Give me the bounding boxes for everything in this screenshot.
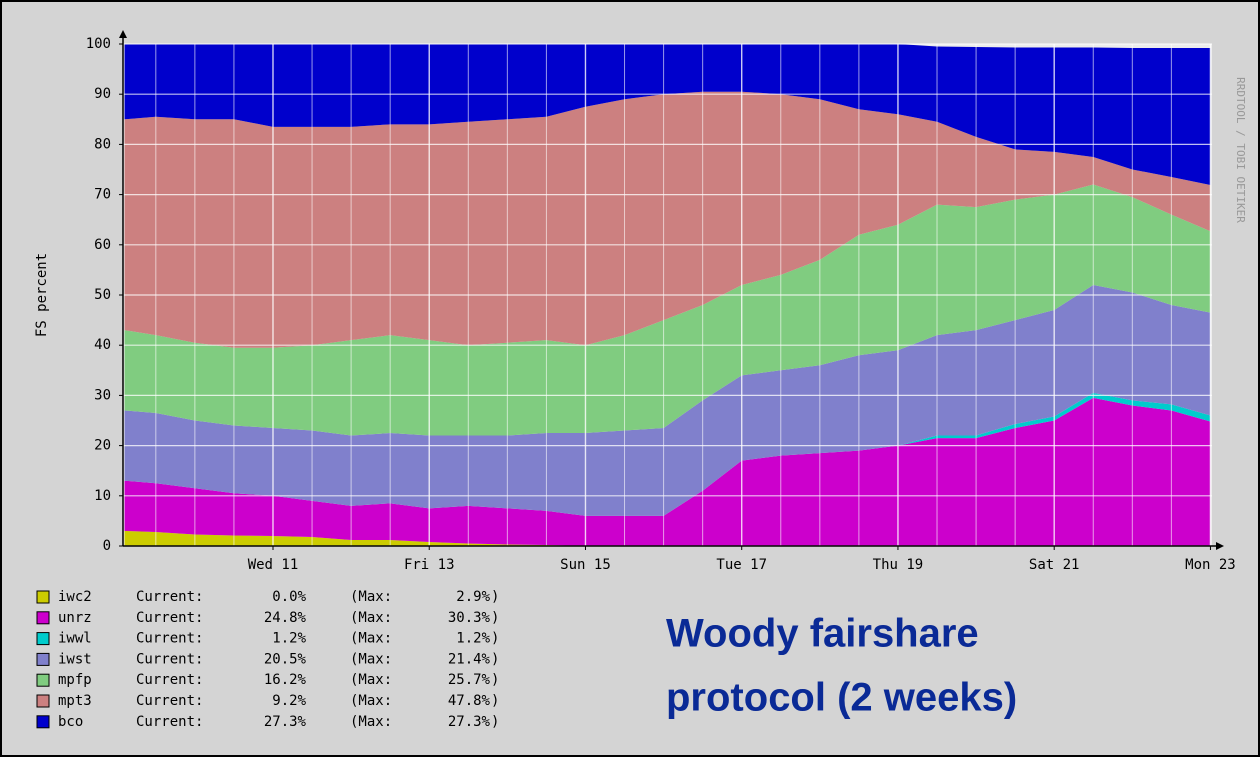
legend-current: 9.2% [272,693,306,709]
legend-name: mpt3 [58,693,92,709]
area [124,530,1211,546]
x-tick-label: Tue 17 [716,557,767,573]
legend-max-label: (Max: [350,651,392,667]
legend-current-label: Current: [136,672,203,688]
legend-name: iwst [58,651,92,667]
legend-swatch [36,673,50,687]
legend-current-label: Current: [136,651,203,667]
legend-swatch [36,715,50,729]
legend-max-label: (Max: [350,610,392,626]
x-tick-label: Mon 23 [1185,557,1236,573]
y-tick-label: 10 [94,488,111,504]
legend-name: bco [58,714,83,730]
x-axis-arrow [1216,542,1224,550]
watermark: RRDTOOL / TOBI OETIKER [1234,77,1247,223]
legend-current: 20.5% [264,651,307,667]
legend-max: 47.8% [448,693,491,709]
legend-current-label: Current: [136,714,203,730]
legend-current: 0.0% [272,589,306,605]
legend-current: 24.8% [264,610,307,626]
x-tick-label: Fri 13 [404,557,455,573]
annotation: protocol (2 weeks) [666,676,1017,720]
legend-name: mpfp [58,672,92,688]
y-axis-label: FS percent [34,253,50,337]
y-tick-label: 20 [94,438,111,454]
legend-swatch [36,590,50,604]
legend-max-label: (Max: [350,672,392,688]
legend-current: 1.2% [272,631,306,647]
legend-close: ) [491,693,499,709]
area [124,91,1211,348]
x-tick-label: Thu 19 [873,557,924,573]
legend-max: 2.9% [456,589,490,605]
x-tick-label: Wed 11 [248,557,299,573]
legend-current-label: Current: [136,610,203,626]
axes [119,30,1224,550]
legend-max-label: (Max: [350,631,392,647]
legend-close: ) [491,631,499,647]
legend-max: 30.3% [448,610,491,626]
legend-max: 21.4% [448,651,491,667]
legend-swatch [36,632,50,646]
legend-max: 25.7% [448,672,491,688]
legend-max: 1.2% [456,631,490,647]
area [124,397,1211,546]
legend-close: ) [491,610,499,626]
legend-close: ) [491,589,499,605]
y-tick-label: 30 [94,387,111,403]
legend-current: 27.3% [264,714,307,730]
legend-max-label: (Max: [350,693,392,709]
legend-swatch [36,694,50,708]
legend-close: ) [491,714,499,730]
legend-current-label: Current: [136,589,203,605]
legend-current-label: Current: [136,631,203,647]
legend-current: 16.2% [264,672,307,688]
y-axis-arrow [119,30,127,38]
legend-max: 27.3% [448,714,491,730]
area [124,284,1211,516]
y-tick-label: 50 [94,287,111,303]
legend-max-label: (Max: [350,714,392,730]
y-tick-label: 80 [94,136,111,152]
legend-close: ) [491,672,499,688]
legend-close: ) [491,651,499,667]
area [124,184,1211,436]
legend-current-label: Current: [136,693,203,709]
legend-name: iwwl [58,631,92,647]
legend-swatch [36,611,50,625]
legend-name: iwc2 [58,589,92,605]
legend-name: unrz [58,610,92,626]
areas [124,44,1211,546]
x-tick-label: Sun 15 [560,557,611,573]
y-tick-label: 90 [94,86,111,102]
legend: iwc2 Current: 0.0% (Max: 2.9%) unrz Current: 24… [36,589,499,730]
y-tick-label: 40 [94,337,111,353]
legend-max-label: (Max: [350,589,392,605]
y-tick-label: 70 [94,187,111,203]
y-tick-label: 100 [86,36,111,52]
legend-swatch [36,652,50,666]
area [124,44,1211,186]
y-tick-label: 0 [103,538,111,554]
x-tick-label: Sat 21 [1029,557,1080,573]
y-tick-label: 60 [94,237,111,253]
annotation: Woody fairshare [666,612,979,656]
